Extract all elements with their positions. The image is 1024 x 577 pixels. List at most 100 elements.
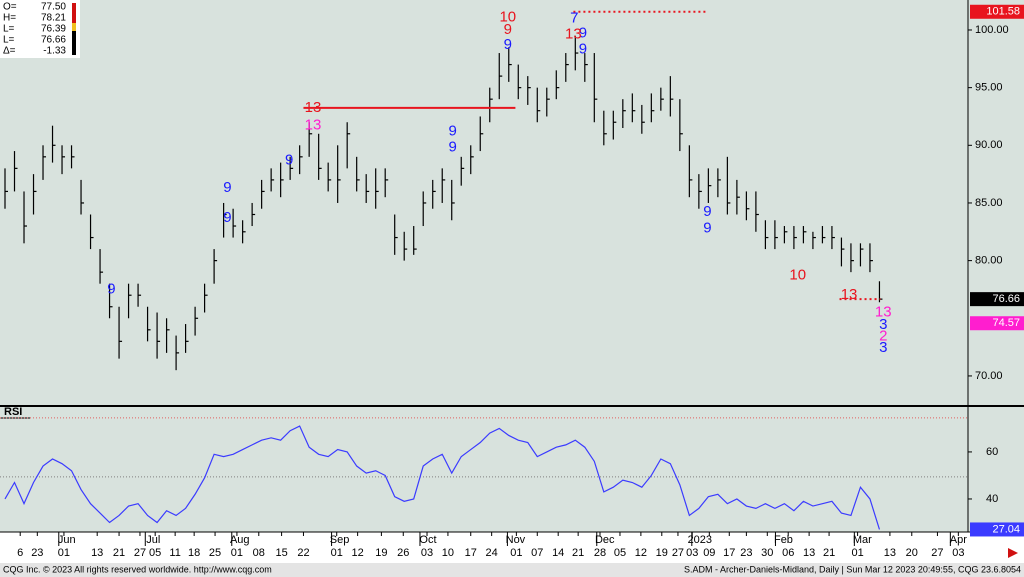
x-tick-label: 13 bbox=[803, 547, 815, 559]
ohlc-label: H= bbox=[3, 13, 16, 24]
price-panel bbox=[0, 0, 968, 405]
x-tick-label: 23 bbox=[740, 547, 752, 559]
x-tick-label: 15 bbox=[275, 547, 287, 559]
td-count: 9 bbox=[579, 41, 587, 58]
td-count: 13 bbox=[841, 286, 858, 303]
x-tick-label: 30 bbox=[761, 547, 773, 559]
ohlc-value: 76.66 bbox=[41, 35, 66, 46]
rsi-marker-label: 27.04 bbox=[992, 523, 1020, 535]
month-label: Aug bbox=[230, 534, 250, 546]
ohlc-value: 77.50 bbox=[41, 2, 66, 13]
td-count: 10 bbox=[499, 8, 516, 25]
x-tick-label: 06 bbox=[782, 547, 794, 559]
price-marker-label: 76.66 bbox=[992, 293, 1020, 305]
y-tick-label: 40 bbox=[986, 493, 998, 505]
td-count: 13 bbox=[875, 303, 892, 320]
price-marker bbox=[970, 4, 1024, 19]
month-label: Feb bbox=[774, 534, 793, 546]
price-marker-label: 74.57 bbox=[992, 317, 1020, 329]
td-count: 9 bbox=[285, 151, 293, 168]
td-count: 3 bbox=[879, 339, 887, 356]
x-tick-label: 10 bbox=[442, 547, 454, 559]
month-label: Sep bbox=[330, 534, 350, 546]
x-tick-label: 08 bbox=[253, 547, 265, 559]
td-count: 10 bbox=[789, 267, 806, 284]
x-tick-label: 01 bbox=[510, 547, 522, 559]
td-count: 13 bbox=[305, 117, 322, 134]
x-tick-label: 19 bbox=[656, 547, 668, 559]
x-tick-label: 03 bbox=[686, 547, 698, 559]
x-tick-label: 27 bbox=[134, 547, 146, 559]
y-tick-label: 100.00 bbox=[975, 24, 1009, 36]
ohlc-label: L= bbox=[3, 35, 15, 46]
month-label: Dec bbox=[595, 534, 615, 546]
x-tick-label: 21 bbox=[823, 547, 835, 559]
x-tick-label: 18 bbox=[188, 547, 200, 559]
td-count: 13 bbox=[305, 99, 322, 116]
x-tick-label: 17 bbox=[465, 547, 477, 559]
x-tick-label: 01 bbox=[58, 547, 70, 559]
footer bbox=[0, 563, 1024, 577]
x-tick-label: 25 bbox=[209, 547, 221, 559]
x-tick-label: 20 bbox=[906, 547, 918, 559]
scroll-icon bbox=[1008, 548, 1018, 558]
month-label: Jul bbox=[146, 534, 160, 546]
td-count: 9 bbox=[449, 139, 457, 156]
td-count: 13 bbox=[565, 26, 582, 43]
price-marker bbox=[970, 316, 1024, 331]
x-tick-label: 07 bbox=[531, 547, 543, 559]
rsi-panel bbox=[0, 407, 968, 532]
y-tick-label: 60 bbox=[986, 446, 998, 458]
rsi-title: RSI bbox=[4, 406, 22, 418]
rsi-marker bbox=[970, 522, 1024, 537]
x-tick-label: 28 bbox=[594, 547, 606, 559]
td-count: 9 bbox=[504, 36, 512, 53]
x-tick-label: 09 bbox=[703, 547, 715, 559]
month-label: Jun bbox=[58, 534, 76, 546]
x-tick-label: 19 bbox=[375, 547, 387, 559]
ohlc-label: Δ= bbox=[3, 46, 16, 57]
price-marker-label: 101.58 bbox=[986, 6, 1020, 18]
x-tick-label: 23 bbox=[31, 547, 43, 559]
y-tick-label: 90.00 bbox=[975, 139, 1003, 151]
y-tick-label: 80.00 bbox=[975, 255, 1003, 267]
td-count: 9 bbox=[579, 24, 587, 41]
month-label: Apr bbox=[950, 534, 967, 546]
x-tick-label: 26 bbox=[397, 547, 409, 559]
td-count: 9 bbox=[703, 203, 711, 220]
x-tick-label: 12 bbox=[352, 547, 364, 559]
ohlc-value: 76.39 bbox=[41, 24, 66, 35]
x-tick-label: 22 bbox=[297, 547, 309, 559]
td-count: 9 bbox=[449, 122, 457, 139]
y-tick-label: 85.00 bbox=[975, 197, 1003, 209]
month-label: Nov bbox=[506, 534, 526, 546]
x-tick-label: 6 bbox=[17, 547, 23, 559]
ohlc-color-bar bbox=[72, 3, 76, 23]
x-tick-label: 17 bbox=[723, 547, 735, 559]
x-tick-label: 03 bbox=[421, 547, 433, 559]
x-tick-label: 01 bbox=[331, 547, 343, 559]
x-tick-label: 11 bbox=[169, 547, 180, 559]
y-tick-label: 70.00 bbox=[975, 370, 1003, 382]
x-tick-label: 12 bbox=[635, 547, 647, 559]
right-axis-area bbox=[968, 0, 1024, 532]
footer-right: S.ADM - Archer-Daniels-Midland, Daily | … bbox=[684, 564, 1021, 574]
ohlc-value: -1.33 bbox=[43, 46, 66, 57]
td-count: 9 bbox=[703, 219, 711, 236]
y-tick-label: 95.00 bbox=[975, 82, 1003, 94]
ohlc-color-bar bbox=[72, 23, 76, 31]
td-count: 7 bbox=[570, 9, 578, 26]
x-tick-label: 27 bbox=[931, 547, 943, 559]
ohlc-value: 78.21 bbox=[41, 13, 66, 24]
x-tick-label: 01 bbox=[231, 547, 243, 559]
ohlc-label: O= bbox=[3, 2, 17, 13]
ohlc-color-bar bbox=[72, 31, 76, 55]
x-tick-label: 14 bbox=[552, 547, 564, 559]
td-count: 2 bbox=[879, 328, 887, 345]
td-count: 9 bbox=[223, 179, 231, 196]
month-label: Oct bbox=[419, 534, 436, 546]
x-tick-label: 01 bbox=[851, 547, 863, 559]
td-count: 3 bbox=[879, 316, 887, 333]
ohlc-label: L= bbox=[3, 24, 15, 35]
x-tick-label: 03 bbox=[952, 547, 964, 559]
